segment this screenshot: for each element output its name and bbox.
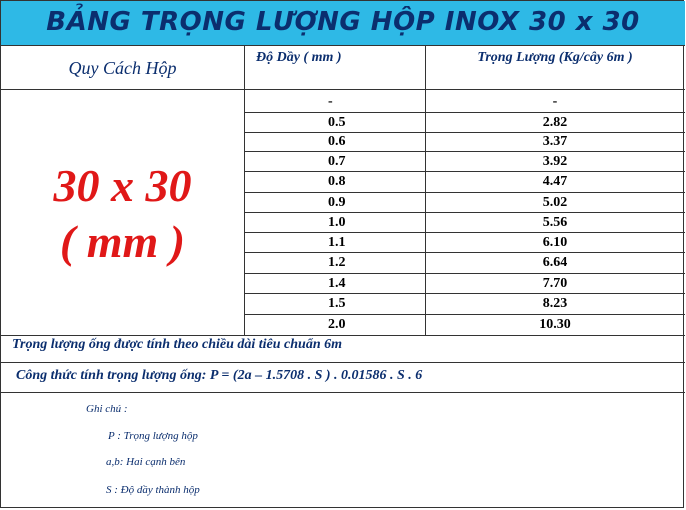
row-thickness: - (328, 94, 333, 109)
row-weight: 5.02 (542, 195, 568, 210)
row-thickness: 1.2 (328, 255, 346, 270)
row-thickness: 1.4 (328, 276, 346, 291)
row-thickness: 0.8 (328, 174, 346, 189)
header-divider (1, 89, 685, 90)
row-thickness: 1.1 (328, 235, 346, 250)
row-weight: 3.92 (542, 154, 568, 169)
row-divider (244, 171, 685, 172)
row-divider (244, 151, 685, 152)
note-s: S : Độ dầy thành hộp (106, 484, 200, 496)
row-weight: 4.47 (542, 174, 568, 189)
row-weight: 10.30 (539, 317, 571, 332)
row-weight: 3.37 (542, 134, 568, 149)
row-weight: 6.10 (542, 235, 568, 250)
row-divider (244, 273, 685, 274)
header-weight: Trọng Lượng (Kg/cây 6m ) (477, 50, 633, 65)
header-thickness: Độ Dầy ( mm ) (256, 50, 342, 65)
row-divider (244, 192, 685, 193)
row-thickness: 1.0 (328, 215, 346, 230)
row-divider (244, 232, 685, 233)
footer-divider (1, 335, 685, 336)
row-divider (244, 112, 685, 113)
note-ab: a,b: Hai cạnh bên (106, 456, 186, 468)
row-divider (244, 212, 685, 213)
page-title: BẢNG TRỌNG LƯỢNG HỘP INOX 30 x 30 (46, 7, 640, 37)
row-thickness: 0.9 (328, 195, 346, 210)
row-weight: - (552, 94, 558, 109)
note-p: P : Trọng lượng hộp (108, 430, 198, 442)
spec-unit: ( mm ) (59, 216, 186, 267)
note-ghichu: Ghi chú : (86, 403, 128, 415)
note-formula: Công thức tính trọng lượng ống: P = (2a … (16, 368, 423, 383)
row-weight: 8.23 (542, 296, 568, 311)
row-weight: 6.64 (542, 255, 568, 270)
spec-size: 30 x 30 (53, 160, 192, 211)
row-weight: 2.82 (542, 115, 568, 130)
row-thickness: 0.5 (328, 115, 346, 130)
row-divider (244, 314, 685, 315)
divider-spec (244, 46, 245, 335)
row-weight: 5.56 (542, 215, 568, 230)
note-divider-1 (1, 362, 685, 363)
note-divider-2 (1, 392, 685, 393)
row-weight: 7.70 (542, 276, 568, 291)
row-divider (244, 132, 685, 133)
header-spec: Quy Cách Hộp (68, 58, 177, 78)
row-thickness: 2.0 (328, 317, 346, 332)
divider-thickness (425, 46, 426, 335)
row-thickness: 0.6 (328, 134, 346, 149)
row-divider (244, 252, 685, 253)
row-thickness: 1.5 (328, 296, 346, 311)
row-divider (244, 293, 685, 294)
row-thickness: 0.7 (328, 154, 346, 169)
title-bar: BẢNG TRỌNG LƯỢNG HỘP INOX 30 x 30 (1, 1, 685, 46)
note-length: Trọng lượng ống được tính theo chiều dài… (12, 337, 343, 352)
